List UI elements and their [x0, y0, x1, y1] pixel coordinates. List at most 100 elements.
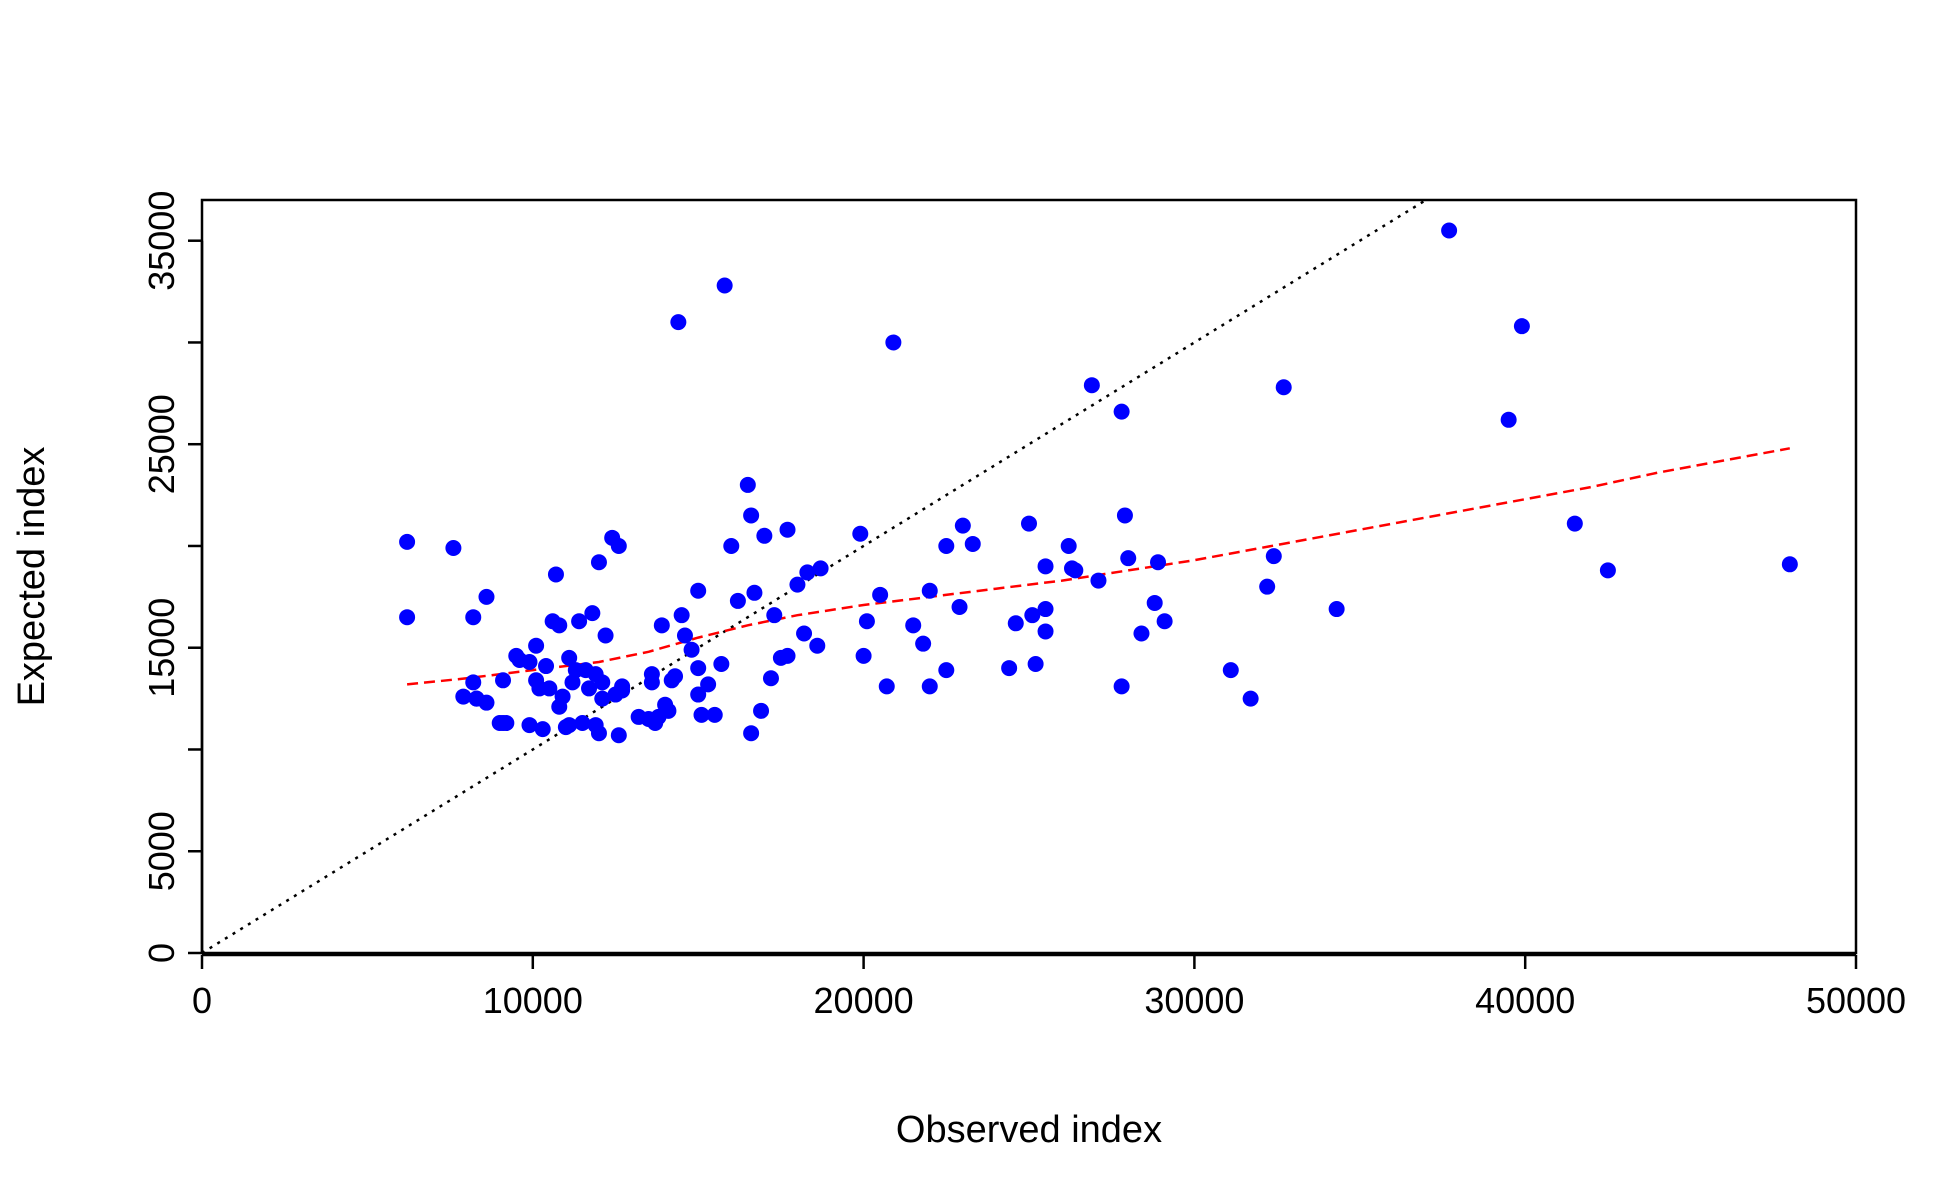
- data-point: [739, 476, 756, 493]
- y-tick-label: 25000: [141, 394, 182, 494]
- data-point: [1021, 515, 1037, 532]
- data-point: [1328, 601, 1345, 618]
- data-point: [643, 674, 660, 691]
- data-point: [706, 706, 723, 723]
- data-point: [1067, 562, 1084, 579]
- data-point: [594, 674, 611, 691]
- data-point: [964, 535, 981, 552]
- data-point: [729, 592, 746, 609]
- data-point: [1113, 403, 1130, 420]
- data-point: [660, 702, 677, 719]
- data-point: [1265, 548, 1282, 565]
- data-point: [885, 334, 902, 351]
- data-point: [1113, 678, 1130, 695]
- data-point: [1090, 572, 1107, 589]
- data-point: [1500, 411, 1517, 428]
- identity-line: [202, 200, 1427, 953]
- data-point: [590, 725, 607, 742]
- data-point: [938, 537, 955, 554]
- data-point: [921, 582, 938, 599]
- y-axis: 0 5000 15000 25000 35000: [141, 191, 204, 963]
- data-point: [478, 694, 495, 711]
- data-point: [445, 540, 462, 557]
- y-tick-label: 35000: [141, 191, 182, 291]
- data-point: [541, 680, 558, 697]
- data-point: [667, 668, 684, 685]
- data-point: [690, 686, 707, 703]
- data-point: [670, 314, 687, 331]
- data-point: [465, 674, 482, 691]
- x-tick-label: 30000: [1144, 980, 1244, 1021]
- data-point: [455, 688, 472, 705]
- data-point: [610, 537, 627, 554]
- x-tick-label: 10000: [483, 980, 583, 1021]
- data-point: [762, 670, 779, 687]
- data-point: [1001, 660, 1018, 677]
- data-point: [676, 627, 693, 644]
- data-point: [554, 688, 571, 705]
- data-point: [610, 727, 627, 744]
- data-point: [590, 554, 607, 571]
- data-point: [855, 647, 872, 664]
- data-point: [683, 641, 700, 658]
- data-point: [1007, 615, 1024, 632]
- data-point: [584, 605, 601, 622]
- data-point: [1259, 578, 1276, 595]
- data-point: [693, 706, 710, 723]
- data-point: [1781, 556, 1798, 573]
- data-point: [1060, 537, 1077, 554]
- identity-line-layer: [202, 200, 1427, 953]
- smooth-line: [406, 447, 1791, 686]
- data-point: [564, 674, 581, 691]
- data-point: [779, 521, 796, 538]
- data-point: [614, 682, 631, 699]
- data-point: [809, 637, 826, 654]
- y-tick-label: 0: [141, 943, 182, 963]
- x-axis-label: Observed index: [896, 1109, 1162, 1151]
- data-point: [713, 656, 730, 673]
- x-axis: 0 10000 20000 30000 40000 50000: [192, 953, 1906, 1021]
- data-point: [690, 582, 707, 599]
- data-point: [812, 560, 829, 577]
- data-point: [746, 584, 763, 601]
- data-point: [1133, 625, 1150, 642]
- data-point: [399, 533, 416, 550]
- data-point: [653, 617, 670, 634]
- data-point: [538, 658, 555, 675]
- data-point: [1116, 507, 1133, 524]
- data-point: [743, 725, 760, 742]
- data-point: [521, 717, 538, 734]
- data-point: [1120, 550, 1137, 567]
- x-tick-label: 40000: [1475, 980, 1575, 1021]
- data-point: [399, 609, 416, 626]
- data-point: [723, 537, 740, 554]
- data-point: [1150, 554, 1167, 571]
- data-point: [561, 717, 578, 734]
- data-point: [905, 617, 922, 634]
- data-point: [858, 613, 875, 630]
- data-point: [1083, 377, 1100, 394]
- data-point: [534, 721, 551, 738]
- data-point: [1037, 601, 1054, 618]
- data-point: [1222, 662, 1239, 679]
- data-point: [561, 649, 578, 666]
- data-point: [547, 566, 564, 583]
- data-point: [1275, 379, 1292, 396]
- smooth-line-layer: [406, 447, 1791, 686]
- data-point: [498, 715, 515, 732]
- data-point: [594, 690, 611, 707]
- data-point: [789, 576, 806, 593]
- data-point: [1599, 562, 1616, 579]
- y-tick-label: 15000: [141, 598, 182, 698]
- data-point: [796, 625, 813, 642]
- data-point: [574, 715, 591, 732]
- data-point: [690, 660, 707, 677]
- y-axis-label: Expected index: [11, 447, 53, 707]
- data-point: [938, 662, 955, 679]
- data-point: [1242, 690, 1259, 707]
- x-tick-label: 0: [192, 980, 212, 1021]
- y-tick-label: 5000: [141, 811, 182, 891]
- data-point: [465, 609, 482, 626]
- data-point: [753, 702, 770, 719]
